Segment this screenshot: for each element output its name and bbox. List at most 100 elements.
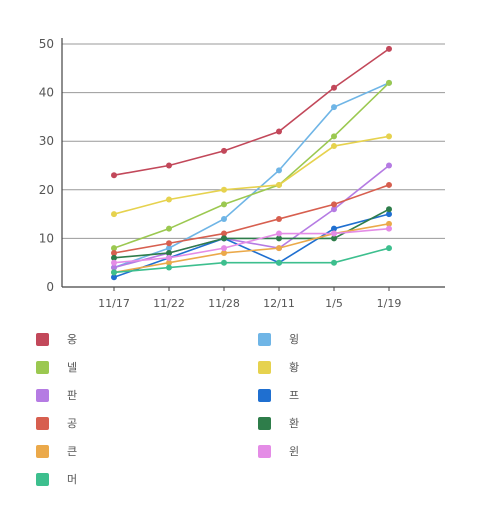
series-line-3 <box>113 135 390 215</box>
data-point-6-0 <box>111 249 117 256</box>
x-tick-label-4: 1/5 <box>325 297 343 310</box>
y-tick-label-10: 10 <box>39 231 54 245</box>
y-tick-label-0: 0 <box>46 280 54 294</box>
legend-label-1: 윙 <box>289 333 300 346</box>
y-tick-label-20: 20 <box>39 183 54 197</box>
legend-item-1: 윙 <box>258 331 299 347</box>
legend-swatch-10 <box>36 472 49 486</box>
x-tick-label-5: 1/19 <box>377 297 402 310</box>
data-point-10-4 <box>331 259 337 266</box>
data-point-1-2 <box>221 215 227 222</box>
legend-swatch-7 <box>258 416 271 430</box>
legend-label-2: 넬 <box>67 361 78 374</box>
data-point-6-5 <box>386 181 392 188</box>
legend-label-4: 판 <box>67 389 78 402</box>
series-line-6 <box>113 184 390 254</box>
legend-swatch-9 <box>258 444 271 458</box>
legend-item-3: 황 <box>258 359 299 375</box>
data-point-6-1 <box>166 240 172 247</box>
legend-label-3: 황 <box>289 361 300 374</box>
data-point-5-0 <box>111 274 117 281</box>
legend-item-10: 머 <box>36 471 77 487</box>
series-line-9 <box>113 227 390 264</box>
legend-item-2: 넬 <box>36 359 77 375</box>
legend-label-10: 머 <box>67 473 78 486</box>
data-point-3-3 <box>276 181 282 188</box>
x-tick-label-3: 12/11 <box>263 297 295 310</box>
data-point-0-2 <box>221 147 227 154</box>
data-point-0-3 <box>276 128 282 135</box>
legend-item-4: 판 <box>36 387 77 403</box>
data-point-9-1 <box>166 254 172 261</box>
y-tick-label-30: 30 <box>39 134 54 148</box>
legend-item-9: 윈 <box>258 443 299 459</box>
legend-item-5: 프 <box>258 387 299 403</box>
data-point-0-1 <box>166 162 172 169</box>
data-point-4-5 <box>386 162 392 169</box>
x-tick-label-2: 11/28 <box>208 297 240 310</box>
legend-label-0: 옹 <box>67 333 78 346</box>
data-point-1-1 <box>166 245 172 252</box>
data-point-7-3 <box>276 235 282 242</box>
legend-label-5: 프 <box>289 389 300 402</box>
data-point-5-5 <box>386 211 392 218</box>
data-point-4-4 <box>331 206 337 213</box>
data-point-8-3 <box>276 245 282 252</box>
data-point-10-2 <box>221 259 227 266</box>
data-point-6-2 <box>221 230 227 237</box>
data-point-8-2 <box>221 249 227 256</box>
legend-item-7: 환 <box>258 415 299 431</box>
data-point-7-5 <box>386 206 392 213</box>
legend-swatch-0 <box>36 332 49 346</box>
data-point-3-2 <box>221 186 227 193</box>
data-point-2-0 <box>111 245 117 252</box>
legend-swatch-5 <box>258 388 271 402</box>
series-line-10 <box>113 247 390 274</box>
legend-swatch-3 <box>258 360 271 374</box>
data-point-3-4 <box>331 143 337 150</box>
series-line-7 <box>113 208 390 259</box>
legend-item-8: 큰 <box>36 443 77 459</box>
legend-label-6: 공 <box>67 417 78 430</box>
data-point-10-5 <box>386 245 392 252</box>
x-tick-label-1: 11/22 <box>153 297 185 310</box>
data-point-9-2 <box>221 245 227 252</box>
y-tick-label-40: 40 <box>39 86 54 100</box>
data-point-10-3 <box>276 259 282 266</box>
data-point-3-1 <box>166 196 172 203</box>
data-point-6-4 <box>331 201 337 208</box>
legend-item-0: 옹 <box>36 331 77 347</box>
legend-item-6: 공 <box>36 415 77 431</box>
data-point-2-1 <box>166 225 172 232</box>
legend-swatch-6 <box>36 416 49 430</box>
legend-label-7: 환 <box>289 417 300 430</box>
legend-swatch-2 <box>36 360 49 374</box>
legend-swatch-1 <box>258 332 271 346</box>
data-point-7-2 <box>221 235 227 242</box>
data-point-3-5 <box>386 133 392 140</box>
data-point-6-3 <box>276 215 282 222</box>
series-line-2 <box>113 82 390 249</box>
data-point-9-5 <box>386 225 392 232</box>
data-point-4-0 <box>111 264 117 271</box>
data-point-9-3 <box>276 230 282 237</box>
data-point-0-5 <box>386 45 392 52</box>
data-point-8-5 <box>386 220 392 227</box>
series-line-8 <box>113 223 390 274</box>
data-point-2-2 <box>221 201 227 208</box>
data-point-2-5 <box>386 79 392 86</box>
data-point-9-0 <box>111 259 117 266</box>
data-point-9-4 <box>331 230 337 237</box>
data-point-3-0 <box>111 211 117 218</box>
data-point-0-0 <box>111 172 117 179</box>
data-point-0-4 <box>331 84 337 91</box>
data-point-10-1 <box>166 264 172 271</box>
data-point-5-4 <box>331 225 337 232</box>
legend-label-9: 윈 <box>289 445 300 458</box>
legend-swatch-4 <box>36 388 49 402</box>
legend-label-8: 큰 <box>67 445 78 458</box>
data-point-7-1 <box>166 249 172 256</box>
legend-swatch-8 <box>36 444 49 458</box>
